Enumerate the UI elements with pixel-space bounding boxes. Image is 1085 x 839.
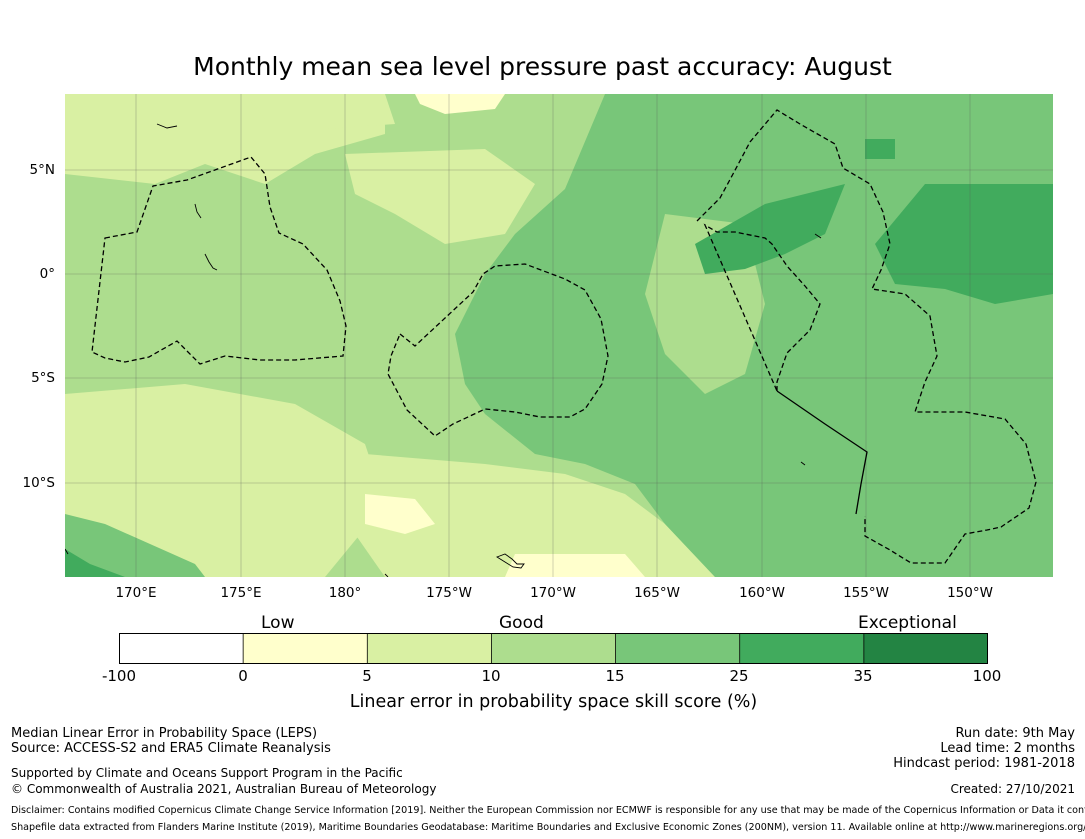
lat-tick-0: 0° <box>39 266 55 282</box>
map-region-0-5 <box>415 94 505 114</box>
eez-boundary <box>696 109 1037 564</box>
footer-method: Median Linear Error in Probability Space… <box>11 726 318 741</box>
island <box>800 461 806 466</box>
island <box>204 253 218 271</box>
map-region-5-10 <box>245 94 395 129</box>
colorbar-svg <box>119 633 989 664</box>
colorbar-tick: 15 <box>605 667 625 685</box>
legend-category-low: Low <box>261 613 295 633</box>
eez-boundary <box>91 156 347 365</box>
colorbar-bin <box>243 633 368 664</box>
footer-support: Supported by Climate and Oceans Support … <box>11 766 403 780</box>
lon-tick: 165°W <box>634 585 680 601</box>
footer-shapefile-credit: Shapefile data extracted from Flanders M… <box>11 822 1085 833</box>
footer-disclaimer: Disclaimer: Contains modified Copernicus… <box>11 805 1085 816</box>
footer-source: Source: ACCESS-S2 and ERA5 Climate Reana… <box>11 741 331 756</box>
lon-tick: 160°W <box>739 585 785 601</box>
map-region-15-25 <box>65 514 205 577</box>
map-region-25-35 <box>695 184 845 274</box>
colorbar-tick: -100 <box>101 667 137 685</box>
map-region-5-10 <box>345 149 535 244</box>
colorbar-tick: 10 <box>481 667 501 685</box>
colorbar-tick: 5 <box>362 667 372 685</box>
colorbar <box>119 633 989 664</box>
lat-tick-10s: 10°S <box>22 475 56 491</box>
colorbar-tick: 100 <box>972 667 1002 685</box>
skill-map <box>65 94 1053 577</box>
colorbar-tick: 35 <box>853 667 873 685</box>
lon-tick: 180° <box>328 585 362 601</box>
legend-category-good: Good <box>499 613 544 633</box>
eez-boundary <box>387 263 609 437</box>
colorbar-bin <box>491 633 617 664</box>
footer-created: Created: 27/10/2021 <box>950 782 1075 796</box>
colorbar-bin <box>739 633 865 664</box>
colorbar-bin <box>119 633 244 664</box>
lon-tick: 150°W <box>947 585 993 601</box>
colorbar-bin <box>367 633 492 664</box>
colorbar-label: Linear error in probability space skill … <box>349 692 758 712</box>
map-region-25-35 <box>865 139 895 159</box>
map-region-0-5 <box>505 554 645 577</box>
colorbar-tick: 25 <box>729 667 749 685</box>
lon-tick: 175°W <box>426 585 472 601</box>
map-region-5-10 <box>65 384 385 577</box>
island <box>65 548 69 555</box>
colorbar-bin <box>863 633 989 664</box>
island <box>194 203 202 219</box>
island <box>495 553 525 569</box>
map-region-5-10 <box>355 454 715 577</box>
footer-copyright: © Commonwealth of Australia 2021, Austra… <box>11 782 437 796</box>
eez-boundary-solid <box>776 390 868 515</box>
map-gridlines <box>65 94 1053 577</box>
lon-tick: 175°E <box>220 585 262 601</box>
colorbar-bin <box>615 633 741 664</box>
skill-map-canvas <box>65 94 1053 577</box>
island <box>156 123 178 129</box>
chart-title: Monthly mean sea level pressure past acc… <box>193 52 892 81</box>
footer-run-date: Run date: 9th May <box>955 726 1075 741</box>
island <box>814 233 822 239</box>
colorbar-tick: 0 <box>238 667 248 685</box>
lat-tick-5n: 5°N <box>29 162 55 178</box>
lon-tick: 170°W <box>530 585 576 601</box>
lon-tick: 170°E <box>115 585 157 601</box>
legend-category-exceptional: Exceptional <box>858 613 957 633</box>
lon-tick: 155°W <box>843 585 889 601</box>
footer-lead-time: Lead time: 2 months <box>940 741 1075 756</box>
map-region-0-5 <box>365 494 435 534</box>
island <box>384 573 389 577</box>
map-region-25-35 <box>875 184 1053 304</box>
lat-tick-5s: 5°S <box>31 370 55 386</box>
footer-hindcast-period: Hindcast period: 1981-2018 <box>893 756 1075 771</box>
map-region-25-35 <box>65 549 125 577</box>
